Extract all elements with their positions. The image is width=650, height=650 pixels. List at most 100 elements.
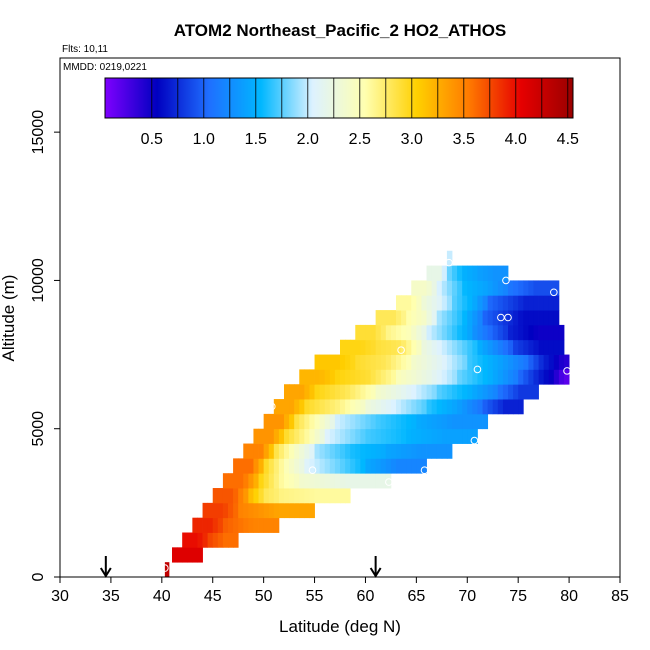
heatmap-cell xyxy=(340,428,346,444)
heatmap-cell xyxy=(233,532,239,548)
heatmap-cell xyxy=(436,413,443,430)
heatmap-cell xyxy=(334,384,341,400)
heatmap-cell xyxy=(187,547,193,563)
heatmap-cell xyxy=(309,473,315,489)
heatmap-cell xyxy=(197,532,203,548)
heatmap-cell xyxy=(513,354,519,370)
heatmap-cell xyxy=(355,443,361,459)
heatmap-cell xyxy=(497,339,504,355)
heatmap-cell xyxy=(543,339,550,355)
heatmap-cell xyxy=(314,399,321,415)
heatmap-cell xyxy=(360,354,366,370)
heatmap-cell xyxy=(487,369,494,385)
heatmap-cell xyxy=(421,280,427,296)
heatmap-cell xyxy=(528,369,534,385)
heatmap-cell xyxy=(416,295,422,311)
heatmap-cell xyxy=(416,458,422,474)
heatmap-cell xyxy=(329,384,336,400)
heatmap-cell xyxy=(304,502,310,519)
heatmap-cell xyxy=(253,488,259,504)
heatmap-cell xyxy=(477,265,483,281)
heatmap-cell xyxy=(228,488,234,504)
heatmap-cell xyxy=(340,399,346,415)
heatmap-cell xyxy=(406,428,412,444)
heatmap-cell xyxy=(390,399,397,415)
heatmap-cell xyxy=(396,310,402,326)
heatmap-cell xyxy=(406,310,412,326)
heatmap-cell xyxy=(472,399,478,415)
heatmap-cell xyxy=(345,473,351,489)
heatmap-cell xyxy=(421,443,427,459)
heatmap-cell xyxy=(518,324,524,341)
heatmap-cell xyxy=(518,399,524,415)
heatmap-cell xyxy=(467,369,473,385)
heatmap-cell xyxy=(238,458,244,474)
heatmap-cell xyxy=(370,443,377,459)
heatmap-cell xyxy=(314,413,321,430)
heatmap-cell xyxy=(233,517,239,533)
heatmap-cell xyxy=(258,502,265,519)
heatmap-cell xyxy=(508,399,514,415)
heatmap-cell xyxy=(508,310,514,326)
heatmap-cell xyxy=(390,369,397,385)
heatmap-cell xyxy=(375,369,382,385)
heatmap-cell xyxy=(385,458,392,474)
heatmap-cell xyxy=(334,369,341,385)
observation-point xyxy=(445,258,453,267)
heatmap-cell xyxy=(462,265,468,281)
heatmap-cell xyxy=(164,562,170,578)
heatmap-cell xyxy=(350,428,356,444)
heatmap-cell xyxy=(390,458,397,474)
observation-point xyxy=(161,564,169,572)
heatmap-cell xyxy=(375,443,382,459)
heatmap-cell xyxy=(518,310,524,326)
heatmap-cell xyxy=(467,295,473,311)
heatmap-cell xyxy=(462,295,468,311)
heatmap-cell xyxy=(497,399,504,415)
x-tick-label: 50 xyxy=(255,588,273,605)
heatmap-cell xyxy=(401,339,407,355)
heatmap-cell xyxy=(462,339,468,355)
heatmap-cell xyxy=(487,265,494,281)
heatmap-cell xyxy=(457,354,463,370)
heatmap-cell xyxy=(390,339,397,355)
heatmap-cell xyxy=(253,443,259,459)
heatmap-cell xyxy=(197,517,203,533)
heatmap-cell xyxy=(217,502,224,519)
heatmap-cell xyxy=(452,399,458,415)
heatmap-cell xyxy=(487,280,494,296)
heatmap-cell xyxy=(329,399,336,415)
heatmap-cell xyxy=(314,443,321,459)
heatmap-cell xyxy=(334,458,341,474)
heatmap-cell xyxy=(528,324,534,341)
heatmap-cell xyxy=(492,324,499,341)
heatmap-cell xyxy=(548,369,555,385)
heatmap-cell xyxy=(446,354,453,370)
heatmap-cell xyxy=(304,399,310,415)
heatmap-cell xyxy=(441,384,448,400)
heatmap-cell xyxy=(452,295,458,311)
heatmap-cell xyxy=(309,384,315,400)
heatmap-cell xyxy=(497,384,504,400)
heatmap-cell xyxy=(390,354,397,370)
heatmap-cell xyxy=(294,384,300,400)
heatmap-cell xyxy=(431,354,438,370)
heatmap-cell xyxy=(401,369,407,385)
heatmap-cell xyxy=(502,310,509,326)
heatmap-cell xyxy=(309,369,315,385)
heatmap-cell xyxy=(365,399,371,415)
heatmap-cell xyxy=(248,502,254,519)
heatmap-cell xyxy=(385,384,392,400)
heatmap-cell xyxy=(324,428,331,444)
heatmap-cell xyxy=(401,384,407,400)
colorbar: 0.5 1.0 1.5 2.0 2.5 3.0 3.5 4.0 4.5 xyxy=(104,77,579,148)
heatmap-cell xyxy=(446,280,453,296)
heatmap-cell xyxy=(482,399,489,415)
heatmap-cell xyxy=(446,324,453,341)
heatmap-cell xyxy=(238,473,244,489)
heatmap-cell xyxy=(497,310,504,326)
heatmap-cell xyxy=(477,369,483,385)
heatmap-cell xyxy=(513,324,519,341)
heatmap-cell xyxy=(452,265,458,281)
heatmap-cell xyxy=(340,369,346,385)
